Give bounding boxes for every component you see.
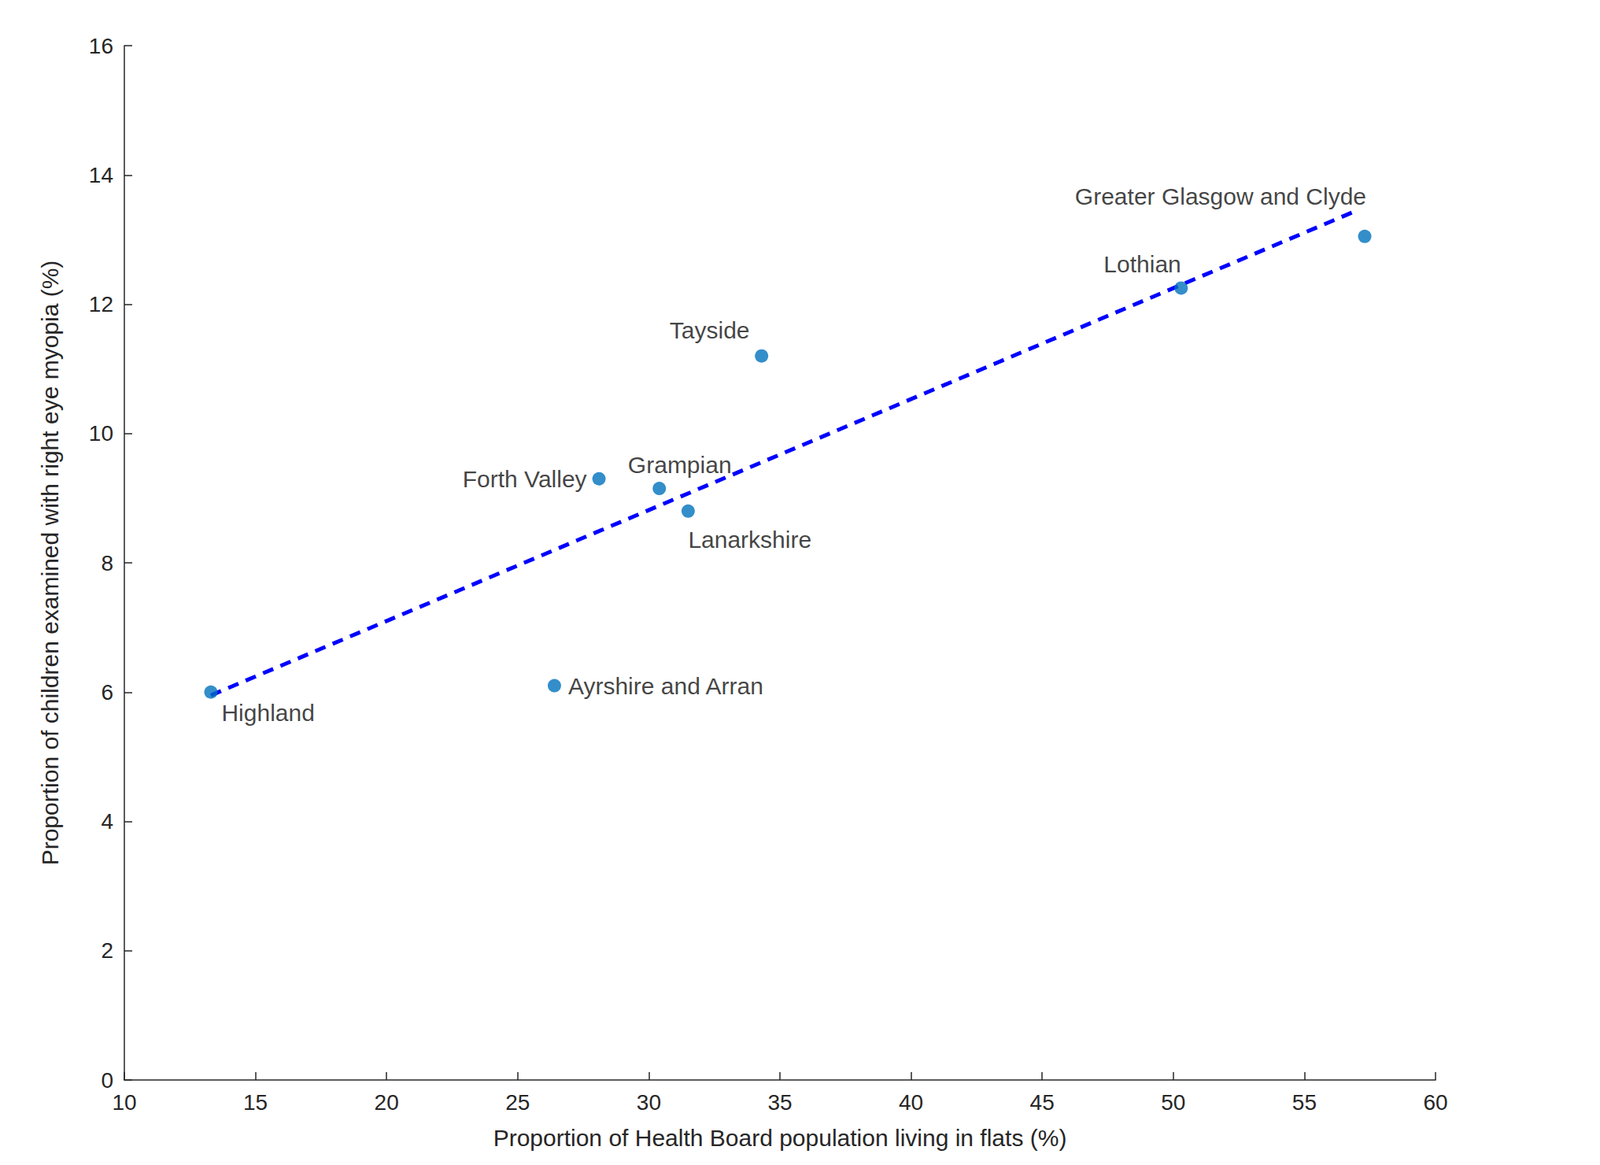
svg-text:25: 25 xyxy=(505,1090,530,1115)
svg-text:Lothian: Lothian xyxy=(1103,251,1181,278)
svg-text:Greater Glasgow and Clyde: Greater Glasgow and Clyde xyxy=(1075,183,1367,210)
svg-text:Proportion of Health Board pop: Proportion of Health Board population li… xyxy=(493,1124,1068,1151)
svg-text:14: 14 xyxy=(88,162,114,188)
svg-text:10: 10 xyxy=(111,1090,137,1115)
svg-text:2: 2 xyxy=(100,938,114,963)
svg-text:10: 10 xyxy=(88,421,114,446)
svg-text:16: 16 xyxy=(88,33,114,59)
svg-text:12: 12 xyxy=(88,291,114,317)
svg-text:15: 15 xyxy=(243,1090,268,1115)
svg-text:6: 6 xyxy=(100,679,114,705)
svg-text:30: 30 xyxy=(636,1090,662,1115)
svg-text:20: 20 xyxy=(374,1090,400,1115)
svg-text:40: 40 xyxy=(898,1090,924,1115)
svg-text:Grampian: Grampian xyxy=(628,451,732,478)
svg-text:60: 60 xyxy=(1422,1090,1448,1115)
svg-text:35: 35 xyxy=(767,1090,792,1115)
svg-text:55: 55 xyxy=(1292,1090,1317,1115)
svg-text:8: 8 xyxy=(100,550,114,576)
svg-text:Lanarkshire: Lanarkshire xyxy=(687,526,812,553)
svg-text:Tayside: Tayside xyxy=(669,317,751,344)
svg-text:Proportion of children examine: Proportion of children examined with rig… xyxy=(36,260,63,866)
svg-text:Ayrshire and Arran: Ayrshire and Arran xyxy=(568,672,764,699)
svg-text:45: 45 xyxy=(1030,1090,1055,1115)
svg-text:0: 0 xyxy=(100,1067,114,1093)
svg-text:50: 50 xyxy=(1160,1090,1186,1115)
svg-text:Forth Valley: Forth Valley xyxy=(462,465,588,492)
svg-text:4: 4 xyxy=(100,809,114,834)
svg-text:Highland: Highland xyxy=(221,699,315,726)
